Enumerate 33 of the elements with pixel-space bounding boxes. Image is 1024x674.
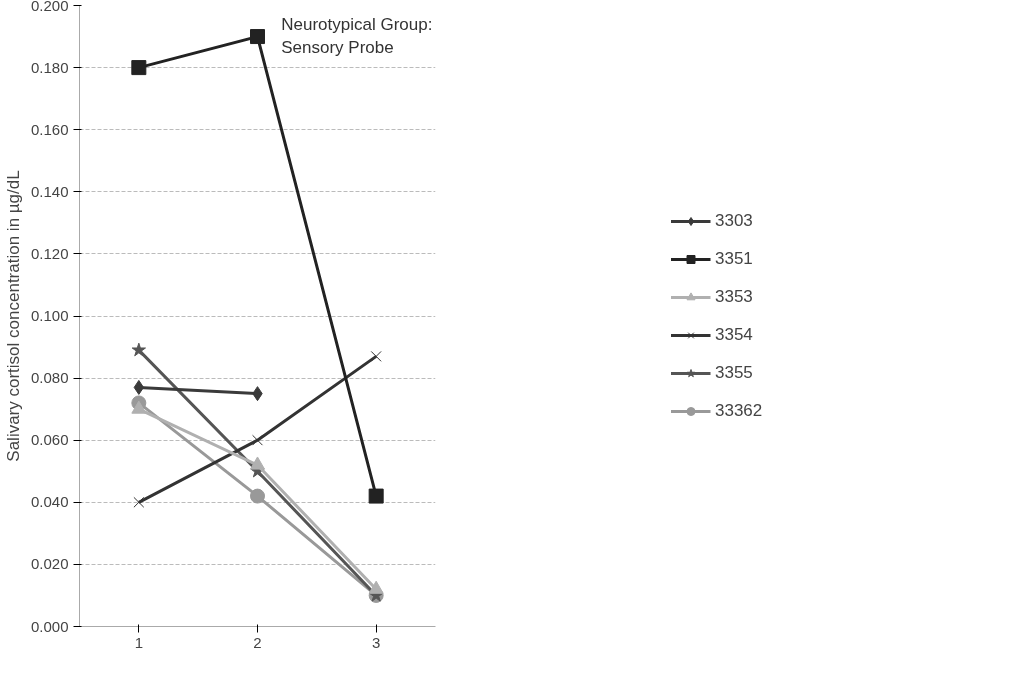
- legend-label: 3303: [715, 210, 754, 231]
- point: [368, 488, 384, 504]
- y-tick-label: 0.000: [30, 617, 69, 635]
- point: [250, 29, 265, 45]
- y-tick-label: 0.100: [30, 307, 69, 324]
- point: [250, 488, 265, 504]
- point: [131, 342, 146, 357]
- point: [133, 496, 145, 508]
- point: [250, 456, 265, 470]
- x-tick-label: 2: [253, 633, 262, 651]
- y-axis-title: Salivary cortisol concentration in µg/dL: [3, 170, 23, 462]
- legend-label: 3351: [715, 248, 754, 269]
- legend-label: 33362: [715, 400, 764, 421]
- y-tick-label: 0.060: [30, 431, 69, 449]
- legend-label: 3355: [715, 362, 754, 383]
- y-tick-label: 0.180: [30, 58, 69, 76]
- y-tick-label: 0.140: [30, 182, 69, 200]
- x-tick-label: 1: [134, 633, 144, 651]
- legend-label: 3354: [715, 324, 754, 345]
- y-tick-label: 0.080: [30, 369, 69, 387]
- y-tick-label: 0.040: [30, 493, 69, 511]
- y-tick-label: 0.160: [30, 120, 69, 138]
- point: [131, 60, 147, 76]
- annotation: Neurotypical Group: Sensory Probe: [281, 14, 433, 57]
- point: [368, 580, 384, 594]
- point: [370, 350, 382, 362]
- y-tick-label: 0.200: [30, 0, 69, 14]
- legend-label: 3353: [715, 286, 754, 307]
- y-tick-label: 0.120: [30, 244, 69, 262]
- y-tick-label: 0.020: [30, 555, 69, 573]
- point: [131, 400, 147, 414]
- x-tick-label: 3: [372, 633, 381, 651]
- point: [252, 434, 263, 446]
